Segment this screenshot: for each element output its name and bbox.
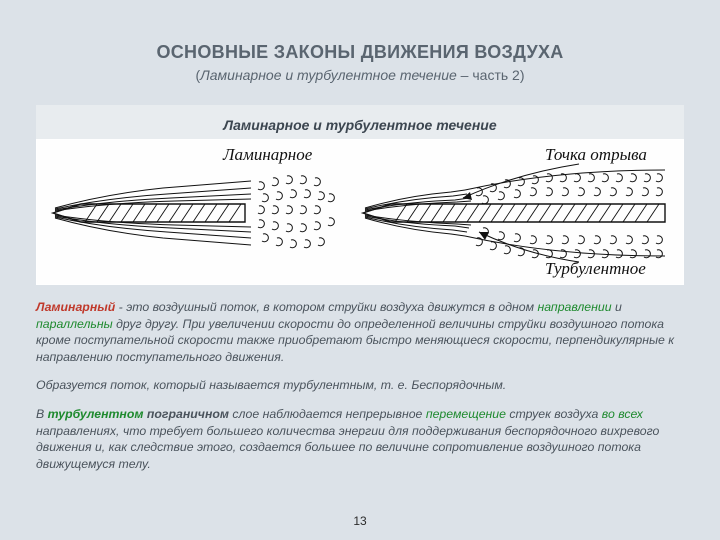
subtitle-ital: Ламинарное и турбулентное течение xyxy=(200,67,457,83)
hatching-icon xyxy=(395,204,659,222)
page-number: 13 xyxy=(0,514,720,528)
term-parallel: параллельны xyxy=(36,317,113,331)
body-text: Ламинарный - это воздушный поток, в кото… xyxy=(0,285,720,472)
diagram-strip: Ламинарное xyxy=(36,139,684,285)
paragraph-1: Ламинарный - это воздушный поток, в кото… xyxy=(36,299,684,365)
header: ОСНОВНЫЕ ЗАКОНЫ ДВИЖЕНИЯ ВОЗДУХА (Ламина… xyxy=(0,0,720,93)
page-subtitle: (Ламинарное и турбулентное течение – час… xyxy=(50,67,670,83)
label-laminar: Ламинарное xyxy=(222,146,313,164)
streamlines-top xyxy=(55,181,251,211)
term-turbulent: турбулентном xyxy=(48,407,144,421)
term-all: во всех xyxy=(602,407,643,421)
diagram-turbulent: Точка отрыва Турбулентное xyxy=(355,146,675,280)
streamlines-bottom xyxy=(55,215,251,245)
term-direction: направлении xyxy=(537,300,611,314)
term-movement: перемещение xyxy=(426,407,506,421)
hatching-icon xyxy=(85,204,241,222)
swirls-turb xyxy=(476,174,662,258)
label-turbulent: Турбулентное xyxy=(545,259,646,278)
figure-title: Ламинарное и турбулентное течение xyxy=(36,117,684,133)
swirls xyxy=(258,176,334,248)
subtitle-close: – часть 2) xyxy=(457,67,525,83)
label-separation: Точка отрыва xyxy=(545,146,647,164)
paragraph-3: В турбулентном пограничном слое наблюдае… xyxy=(36,406,684,472)
paragraph-2: Образуется поток, который называется тур… xyxy=(36,377,684,394)
figure-panel: Ламинарное и турбулентное течение Ламина… xyxy=(36,105,684,285)
diagram-laminar: Ламинарное xyxy=(45,146,345,280)
page-title: ОСНОВНЫЕ ЗАКОНЫ ДВИЖЕНИЯ ВОЗДУХА xyxy=(50,42,670,63)
term-laminar: Ламинарный xyxy=(36,300,115,314)
